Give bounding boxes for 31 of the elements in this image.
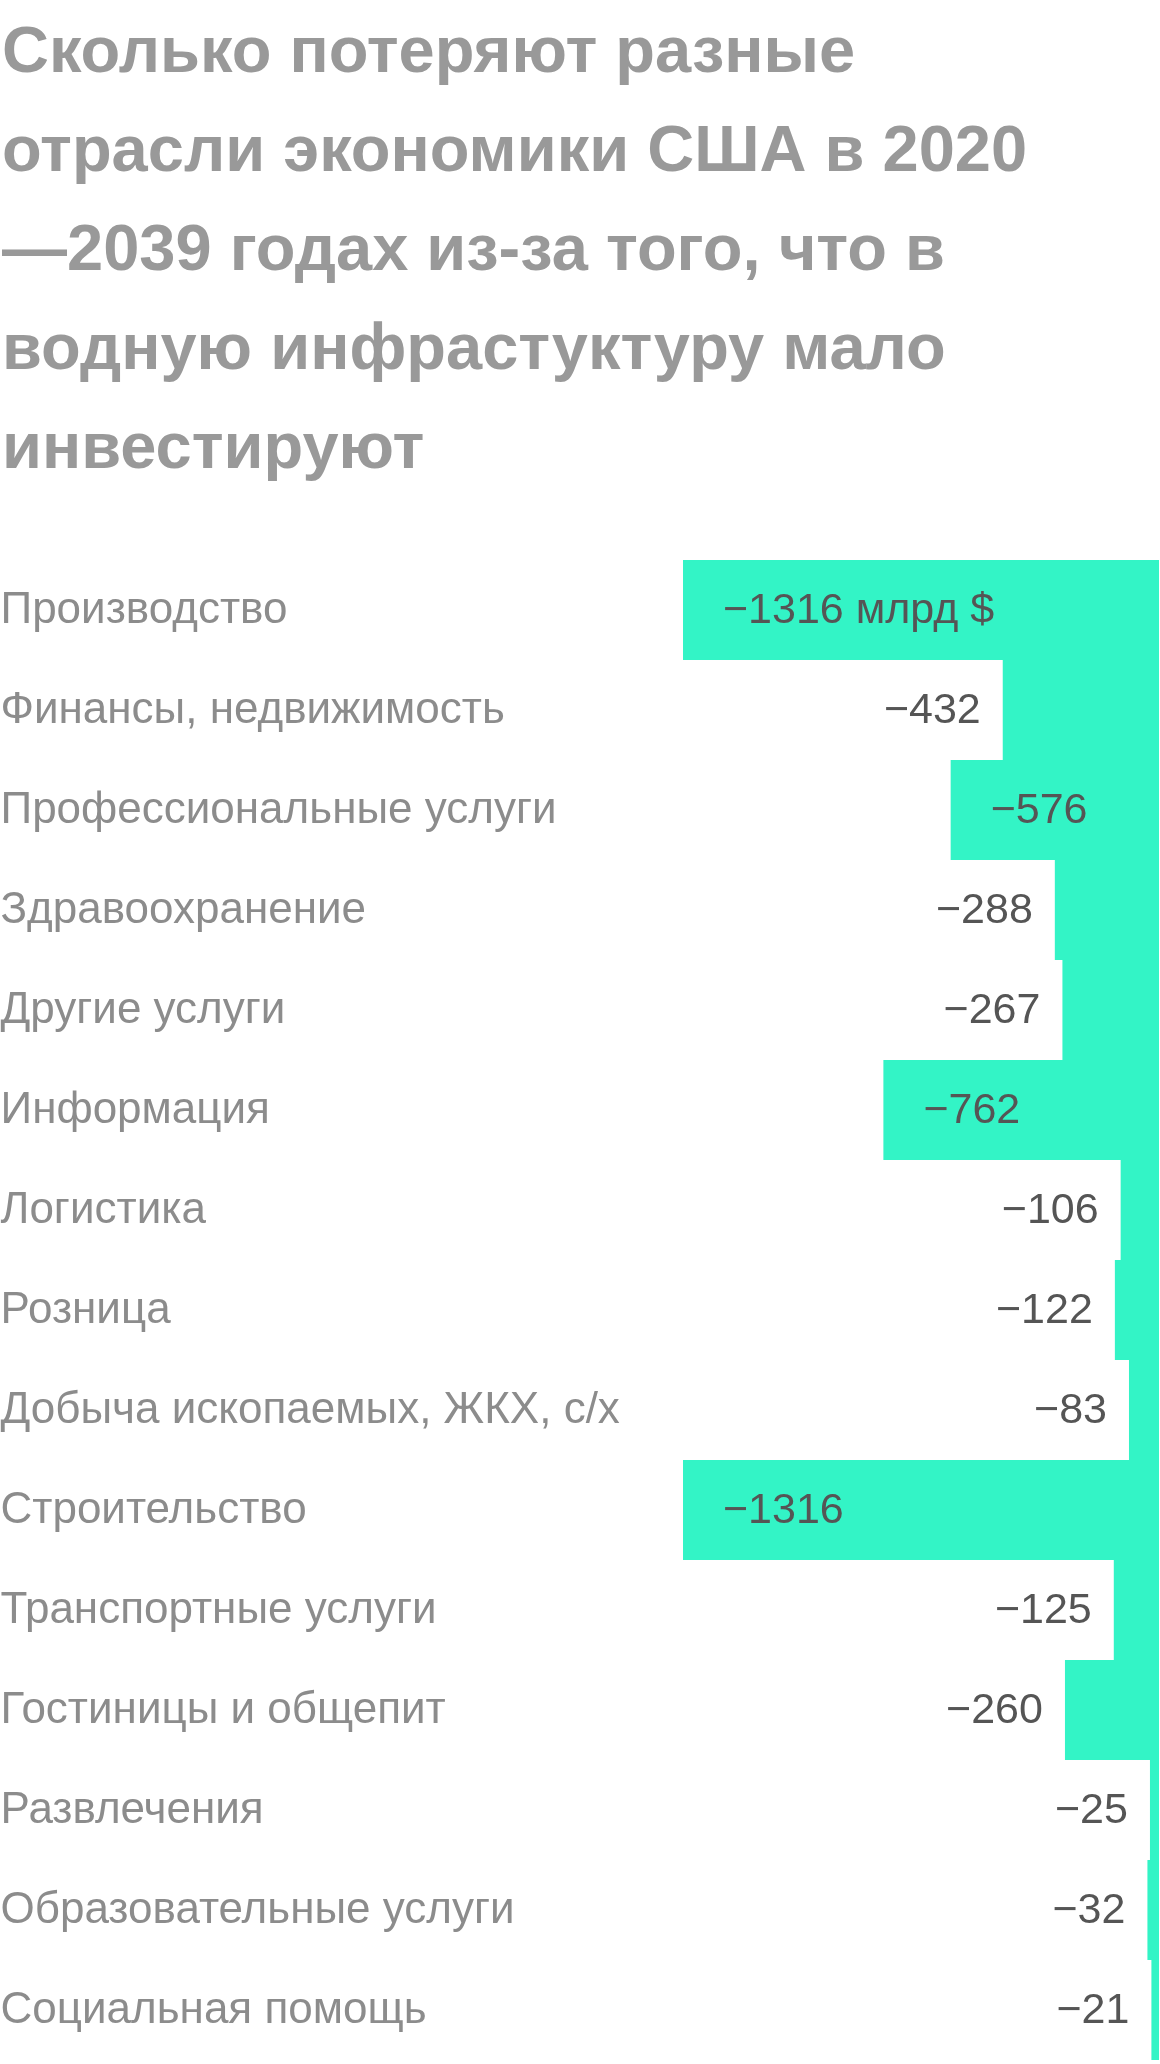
y-tick-label: Финансы, недвижимость	[0, 683, 505, 732]
y-tick-label: Строительство	[0, 1483, 307, 1532]
data-label: −1316	[723, 1484, 844, 1532]
data-label: −21	[1056, 1984, 1130, 2032]
data-label: −106	[1001, 1184, 1099, 1232]
y-tick-label: Развлечения	[0, 1783, 264, 1832]
y-tick-label: Другие услуги	[0, 983, 286, 1032]
y-tick-label: Гостиницы и общепит	[0, 1683, 446, 1732]
data-label: −267	[943, 984, 1041, 1032]
y-tick-label: Образовательные услуги	[0, 1883, 515, 1932]
data-label: −1316 млрд $	[723, 584, 995, 632]
data-label: −288	[935, 884, 1033, 932]
chart-title: Сколько потеряют разные отрасли экономики США в 2020—2039 годах из-за того, что в водную инфрастуктуру мало инвестируют	[1, 12, 1029, 484]
data-label: −32	[1052, 1884, 1126, 1932]
data-label: −432	[883, 684, 981, 732]
data-label: −762	[923, 1084, 1021, 1132]
y-tick-label: Здравоохранение	[0, 883, 367, 932]
y-tick-label: Добыча ископаемых, ЖКХ, с/х	[0, 1383, 620, 1432]
data-label: −83	[1034, 1384, 1107, 1432]
y-tick-label: Транспортные услуги	[0, 1583, 437, 1632]
data-label: −125	[994, 1584, 1092, 1632]
y-tick-label: Логистика	[0, 1183, 207, 1232]
data-label: −260	[946, 1684, 1043, 1732]
data-label: −576	[990, 784, 1088, 832]
data-label: −25	[1055, 1784, 1128, 1832]
y-tick-label: Профессиональные услуги	[0, 783, 557, 832]
y-tick-label: Социальная помощь	[0, 1983, 427, 2032]
y-tick-label: Розница	[0, 1283, 172, 1332]
y-tick-label: Информация	[0, 1083, 270, 1132]
y-tick-label: Производство	[0, 583, 288, 632]
data-label: −122	[996, 1284, 1093, 1332]
